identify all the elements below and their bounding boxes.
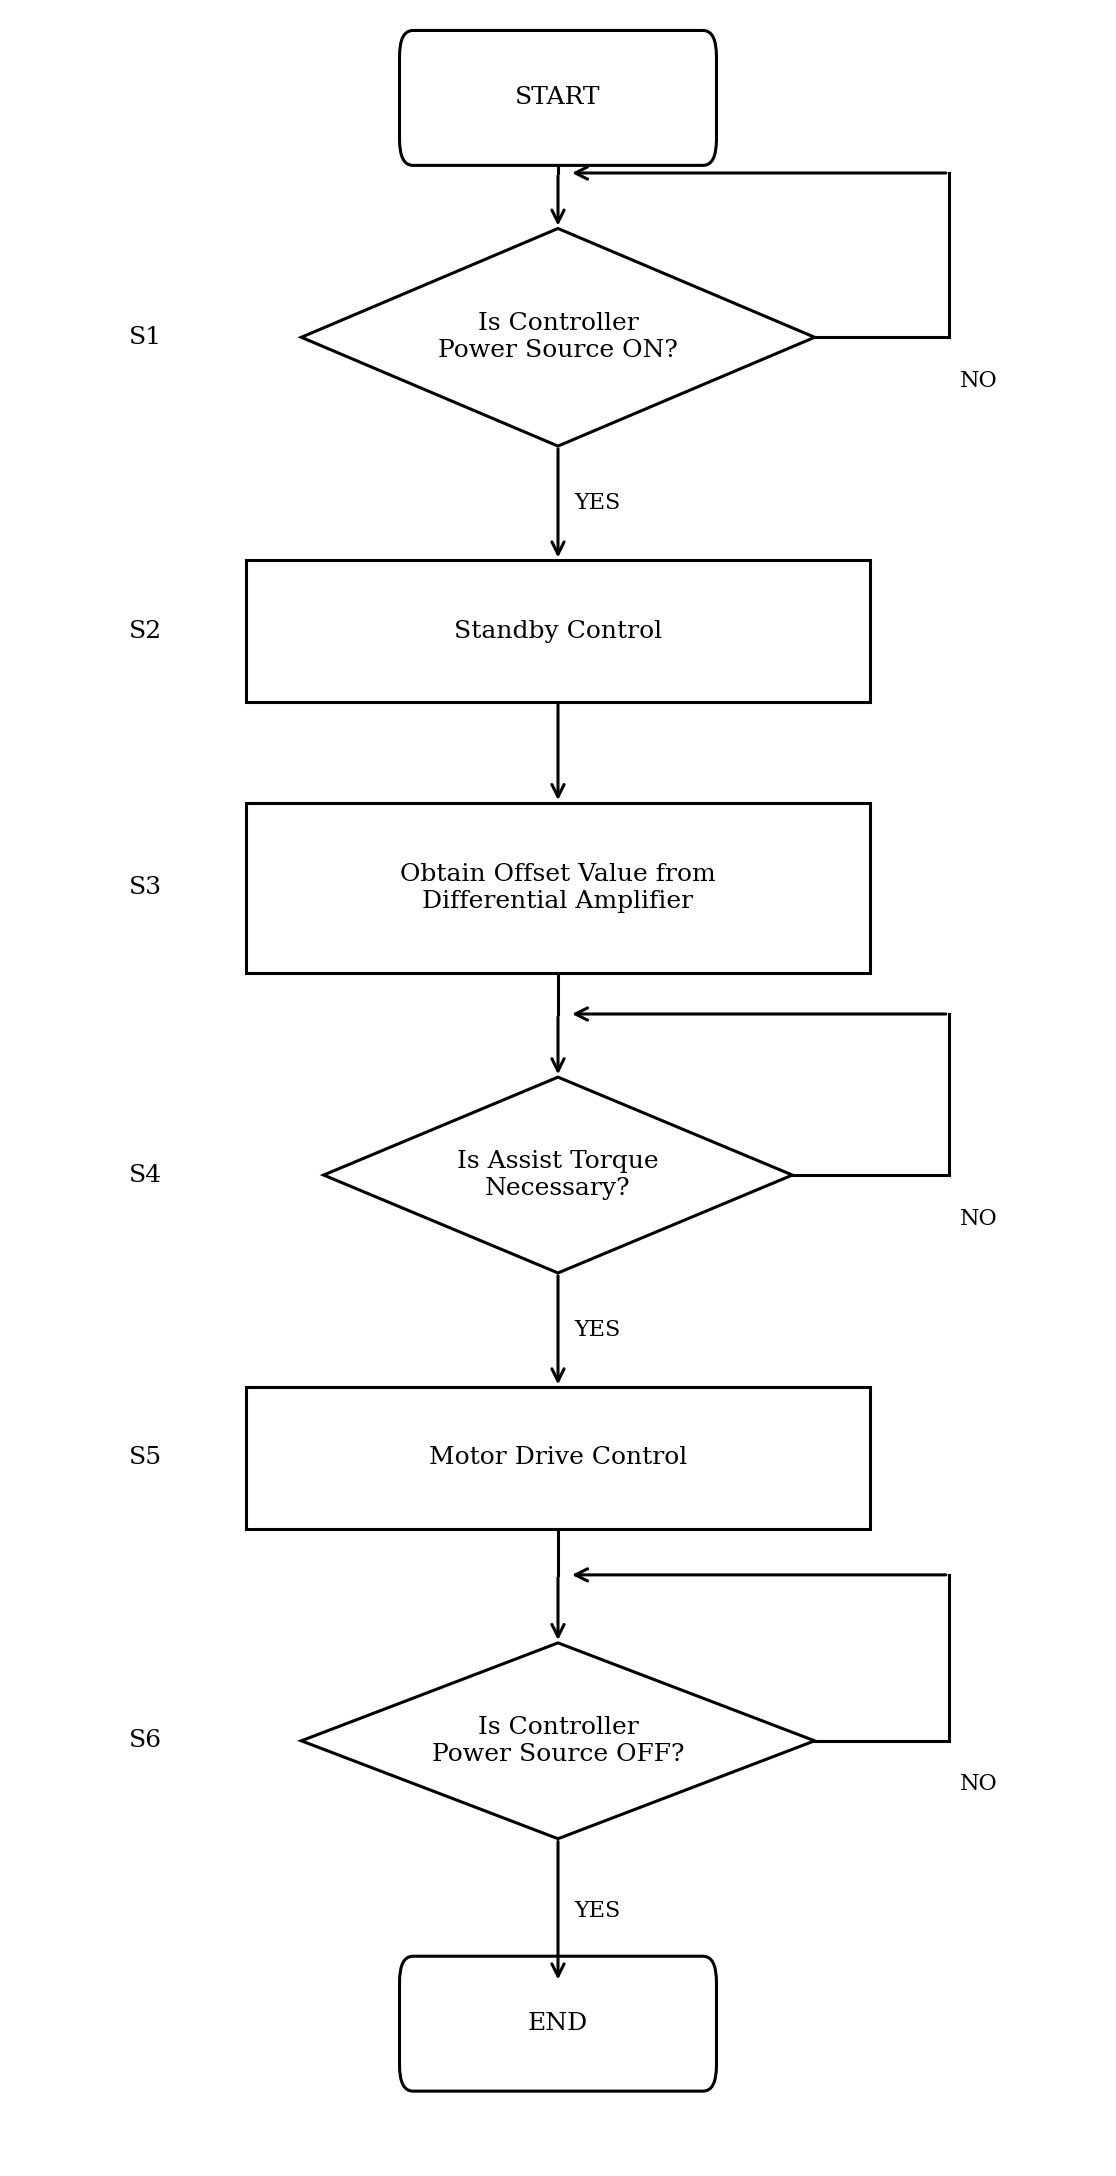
Text: S1: S1 — [128, 326, 162, 348]
Bar — [246, 803, 870, 973]
Text: S4: S4 — [128, 1164, 162, 1186]
Text: NO: NO — [960, 1208, 998, 1229]
Bar — [246, 561, 870, 701]
FancyBboxPatch shape — [400, 1956, 716, 2091]
Text: START: START — [516, 87, 600, 109]
Text: NO: NO — [960, 370, 998, 392]
Text: S3: S3 — [128, 877, 162, 899]
Text: YES: YES — [575, 1900, 620, 1921]
FancyBboxPatch shape — [400, 30, 716, 165]
Text: YES: YES — [575, 1319, 620, 1340]
Text: YES: YES — [575, 492, 620, 514]
Text: Obtain Offset Value from
Differential Amplifier: Obtain Offset Value from Differential Am… — [401, 864, 715, 912]
Text: Is Controller
Power Source ON?: Is Controller Power Source ON? — [439, 313, 677, 361]
Text: END: END — [528, 2013, 588, 2035]
Text: S5: S5 — [128, 1447, 162, 1469]
Polygon shape — [301, 228, 815, 446]
Bar — [246, 1388, 870, 1528]
Text: S6: S6 — [128, 1730, 162, 1752]
Text: Is Controller
Power Source OFF?: Is Controller Power Source OFF? — [432, 1717, 684, 1765]
Text: S2: S2 — [128, 620, 162, 642]
Text: Standby Control: Standby Control — [454, 620, 662, 642]
Text: Motor Drive Control: Motor Drive Control — [429, 1447, 687, 1469]
Polygon shape — [301, 1643, 815, 1839]
Text: NO: NO — [960, 1773, 998, 1795]
Polygon shape — [324, 1077, 792, 1273]
Text: Is Assist Torque
Necessary?: Is Assist Torque Necessary? — [458, 1151, 658, 1199]
